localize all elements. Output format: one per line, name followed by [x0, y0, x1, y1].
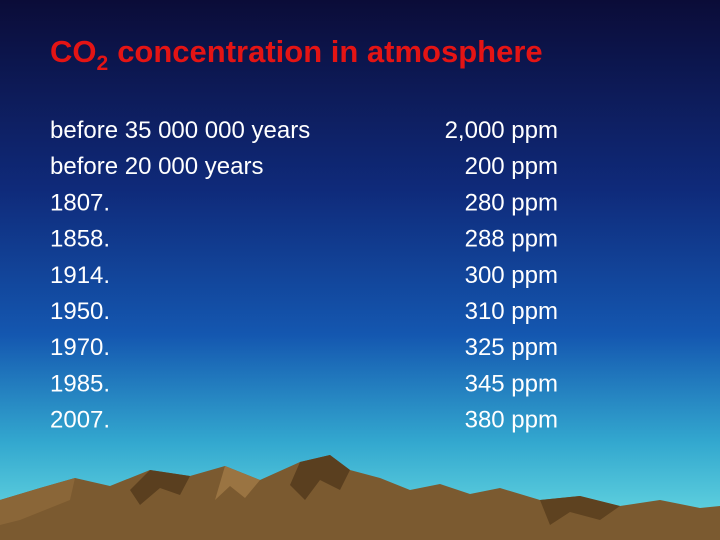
row-value: 310 ppm: [465, 298, 558, 325]
title-subscript: 2: [97, 52, 109, 75]
title-rest: concentration in atmosphere: [117, 34, 542, 69]
row-value: 280 ppm: [465, 189, 558, 216]
row-value: 325 ppm: [465, 334, 558, 361]
slide-title: CO2 concentration in atmosphere: [50, 34, 543, 75]
row-value: 380 ppm: [465, 407, 558, 434]
row-label: before 35 000 000 years: [50, 117, 310, 144]
row-value: 288 ppm: [465, 226, 558, 253]
row-label: 1950.: [50, 298, 110, 325]
row-value: 2,000 ppm: [445, 117, 558, 144]
row-label: before 20 000 years: [50, 153, 263, 180]
title-prefix: CO: [50, 34, 97, 69]
data-rows: before 35 000 000 years 2,000 ppm before 2…: [50, 117, 558, 434]
row-label: 2007.: [50, 407, 110, 434]
row-label: 1914.: [50, 262, 110, 289]
row-label: 1970.: [50, 334, 110, 361]
mountains: [0, 455, 720, 540]
row-value: 300 ppm: [465, 262, 558, 289]
row-value: 345 ppm: [465, 370, 558, 397]
row-label: 1858.: [50, 226, 110, 253]
row-value: 200 ppm: [465, 153, 558, 180]
row-label: 1807.: [50, 189, 110, 216]
row-label: 1985.: [50, 370, 110, 397]
